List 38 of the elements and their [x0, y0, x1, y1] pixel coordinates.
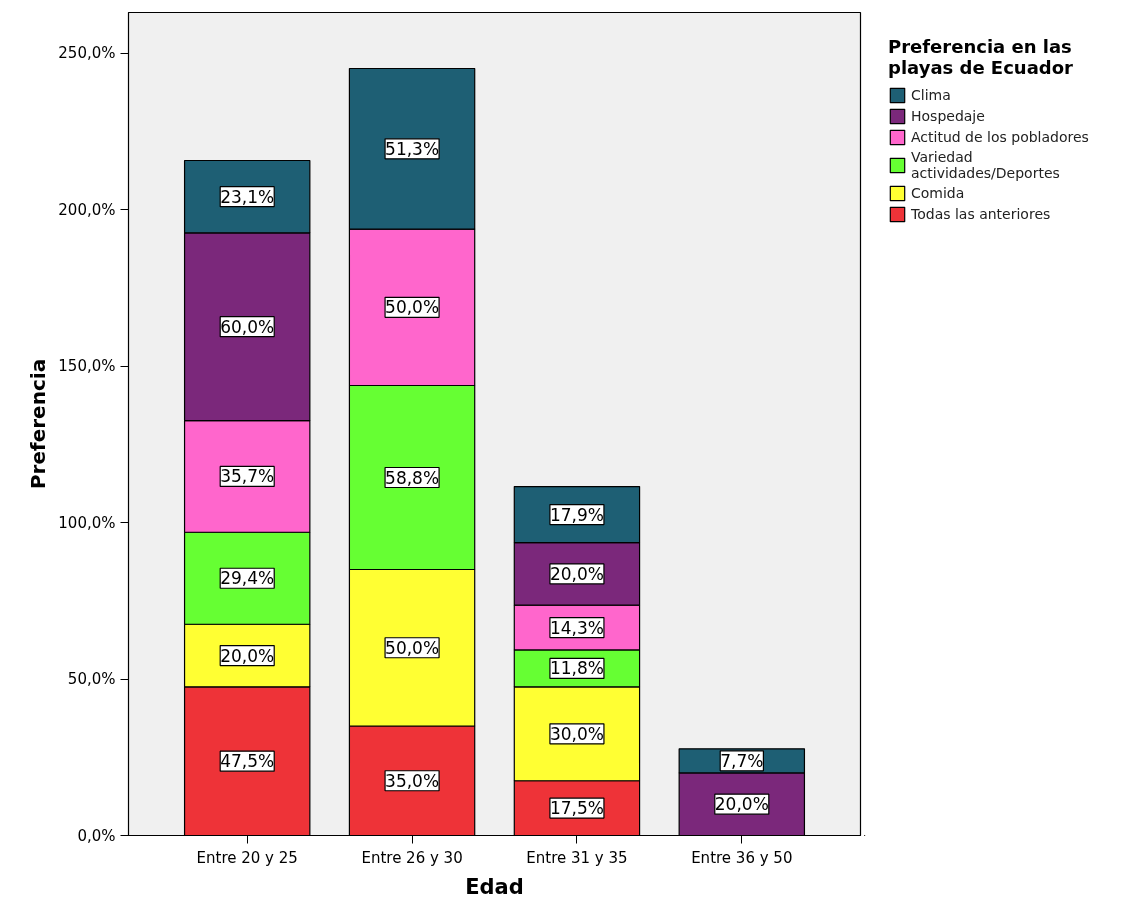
data-label: 20,0%	[220, 645, 275, 666]
data-label: 30,0%	[549, 723, 604, 744]
x-tick-label: Entre 31 y 35	[526, 848, 628, 867]
data-label: 50,0%	[385, 297, 440, 318]
data-label: 20,0%	[549, 563, 604, 584]
legend-label: Hospedaje	[911, 108, 985, 124]
x-tick-label: Entre 26 y 30	[361, 848, 463, 867]
x-tick-label: Entre 36 y 50	[691, 848, 793, 867]
data-label: 60,0%	[220, 316, 275, 337]
y-tick-label: 250,0%	[58, 44, 116, 63]
y-tick-label: 150,0%	[58, 357, 116, 376]
data-label: 51,3%	[385, 138, 440, 159]
data-label: 11,8%	[549, 658, 604, 679]
data-label: 35,7%	[220, 466, 275, 487]
data-label: 58,8%	[385, 467, 440, 488]
data-label: 7,7%	[720, 750, 764, 771]
data-label: 17,5%	[549, 798, 604, 819]
y-axis-title: Preferencia	[26, 358, 51, 490]
x-tick-label: Entre 20 y 25	[196, 848, 298, 867]
y-tick-label: 100,0%	[58, 513, 116, 532]
data-label: 35,0%	[385, 770, 440, 791]
data-label: 50,0%	[385, 637, 440, 658]
legend-label: Actitud de los pobladores	[911, 129, 1089, 145]
legend-label: Comida	[911, 185, 965, 201]
data-label: 17,9%	[549, 504, 604, 525]
data-label: 14,3%	[549, 617, 604, 638]
y-tick-label: 200,0%	[58, 200, 116, 219]
data-label: 23,1%	[220, 186, 275, 207]
x-axis-title: Edad	[465, 874, 524, 899]
legend-label: Todas las anteriores	[911, 206, 1051, 222]
data-label: 29,4%	[220, 568, 275, 589]
y-tick-label: 50,0%	[67, 670, 116, 689]
legend-label: Variedad actividades/Deportes	[911, 149, 1060, 181]
y-tick-label: 0,0%	[77, 826, 116, 845]
data-label: 20,0%	[714, 794, 769, 815]
data-label: 47,5%	[220, 751, 275, 772]
legend-label: Clima	[911, 87, 951, 103]
legend-title: Preferencia en las playas de Ecuador	[888, 36, 1074, 78]
